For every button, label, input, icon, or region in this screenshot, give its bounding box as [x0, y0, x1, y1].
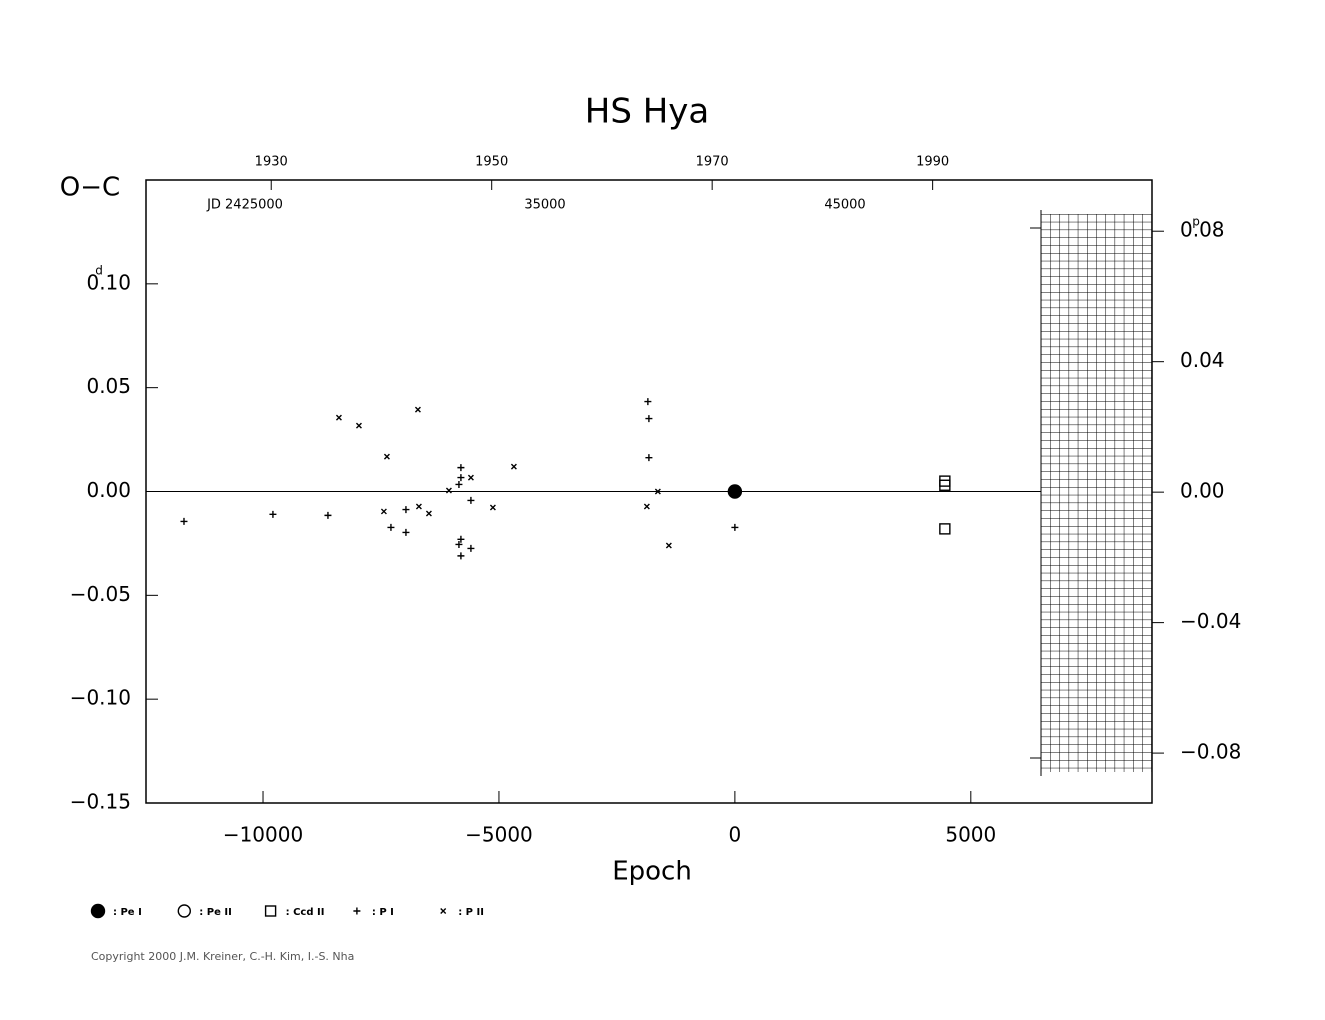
y2-unit: p	[1192, 215, 1200, 229]
x-tick-label: 0	[729, 823, 742, 847]
point	[335, 414, 342, 421]
legend-label: : Pe II	[199, 907, 232, 918]
point	[654, 488, 661, 495]
y-tick-label: −0.10	[70, 686, 131, 710]
point	[645, 454, 653, 462]
legend-label: : Ccd II	[286, 907, 325, 918]
year-tick-label: 1970	[696, 155, 729, 170]
point	[467, 544, 475, 552]
y-unit: d	[95, 264, 103, 278]
point	[457, 535, 465, 543]
hatched-region	[1041, 214, 1152, 772]
year-tick-label: 1930	[255, 155, 288, 170]
point	[355, 422, 362, 429]
point	[402, 506, 410, 514]
y-axis-label: O−C	[60, 173, 120, 203]
x-tick-label: −5000	[465, 823, 533, 847]
jd-tick-label: 35000	[524, 198, 565, 213]
year-tick-label: 1990	[916, 155, 949, 170]
y2-tick-label: −0.08	[1180, 740, 1241, 764]
point	[269, 510, 277, 518]
point	[467, 496, 475, 504]
point	[425, 510, 432, 517]
x-tick-label: −10000	[223, 823, 303, 847]
y2-tick-label: 0.00	[1180, 479, 1225, 503]
point	[380, 508, 387, 515]
legend-marker	[353, 907, 361, 915]
copyright: Copyright 2000 J.M. Kreiner, C.-H. Kim, …	[91, 950, 354, 963]
point	[939, 475, 951, 487]
point	[180, 517, 188, 525]
y-tick-label: −0.05	[70, 582, 131, 606]
point	[643, 503, 650, 510]
point	[455, 540, 463, 548]
y2-tick-label: 0.04	[1180, 348, 1225, 372]
point	[414, 406, 421, 413]
hatch-edge-ticks	[1030, 210, 1042, 776]
point	[457, 464, 465, 472]
legend-marker	[264, 905, 277, 917]
point	[731, 523, 739, 531]
point	[467, 474, 474, 481]
y2-tick-label: −0.04	[1180, 609, 1241, 633]
point	[457, 474, 465, 482]
point	[445, 487, 452, 494]
point	[387, 523, 395, 531]
point	[645, 415, 653, 423]
point	[939, 479, 951, 491]
y2-tick-label: 0.08	[1180, 218, 1225, 242]
point	[727, 484, 743, 499]
point	[457, 552, 465, 560]
legend-label: : Pe I	[113, 907, 142, 918]
point	[402, 528, 410, 536]
legend-label: : P I	[372, 907, 394, 918]
point	[455, 480, 463, 488]
y-tick-label: 0.05	[86, 374, 131, 398]
point	[324, 511, 332, 519]
point	[510, 463, 517, 470]
point	[665, 542, 672, 549]
x-tick-label: 5000	[945, 823, 996, 847]
point	[939, 523, 951, 535]
legend-marker	[177, 904, 192, 918]
point	[383, 453, 390, 460]
point	[644, 398, 652, 406]
y-tick-label: 0.10	[86, 270, 131, 294]
chart-title: HS Hya	[585, 92, 709, 132]
x-axis-label: Epoch	[612, 857, 692, 887]
point	[415, 503, 422, 510]
legend-label: : P II	[458, 907, 484, 918]
legend-marker	[440, 908, 447, 914]
year-tick-label: 1950	[475, 155, 508, 170]
jd-tick-label: 45000	[824, 198, 865, 213]
y-tick-label: 0.00	[86, 478, 131, 502]
y-tick-label: −0.15	[70, 790, 131, 814]
jd-tick-label: JD 2425000	[206, 198, 283, 213]
legend-marker	[90, 903, 106, 919]
point	[489, 504, 496, 511]
